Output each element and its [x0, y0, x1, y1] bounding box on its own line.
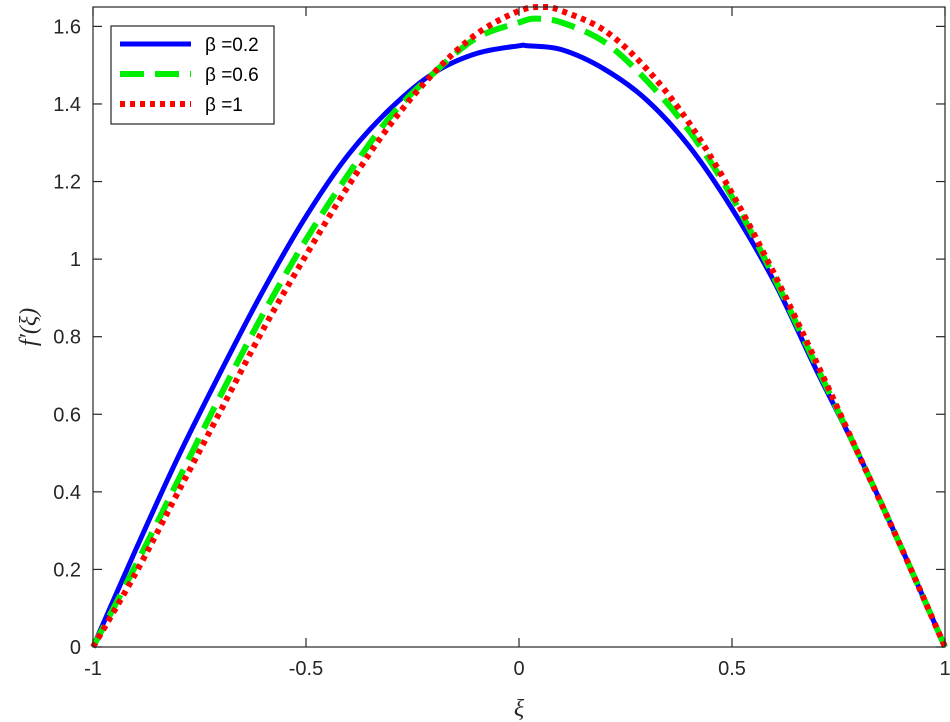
y-tick-label: 0.2	[53, 559, 81, 581]
x-tick-label: 0.5	[718, 658, 746, 680]
y-tick-label: 1.6	[53, 16, 81, 38]
y-tick-label: 1.2	[53, 172, 81, 194]
x-tick-label: 1	[939, 658, 950, 680]
legend-label-2: β =0.6	[205, 65, 259, 86]
y-axis-label: f′(ξ)	[16, 308, 42, 346]
legend-label-1: β =0.2	[205, 35, 259, 56]
y-tick-label: 0.4	[53, 482, 81, 504]
y-tick-label: 0.6	[53, 404, 81, 426]
x-tick-label: -0.5	[289, 658, 323, 680]
series-line-1	[90, 42, 948, 649]
y-tick-label: 1.4	[53, 94, 81, 116]
x-tick-label: -1	[84, 658, 102, 680]
x-axis-label: ξ	[514, 696, 525, 722]
y-tick-label: 0	[70, 637, 81, 659]
legend-label-3: β =1	[205, 95, 243, 116]
y-tick-label: 0.8	[53, 327, 81, 349]
y-tick-label: 1	[70, 249, 81, 271]
ticks-layer: -1 -0.5 0 0.5 1 0 0.2 0.4 0.6 0.8 1 1.2 1.4 1.6	[53, 7, 950, 680]
legend: β =0.2 β =0.6 β =1	[110, 25, 275, 125]
x-tick-label: 0	[513, 658, 524, 680]
series-line-2	[90, 15, 948, 649]
